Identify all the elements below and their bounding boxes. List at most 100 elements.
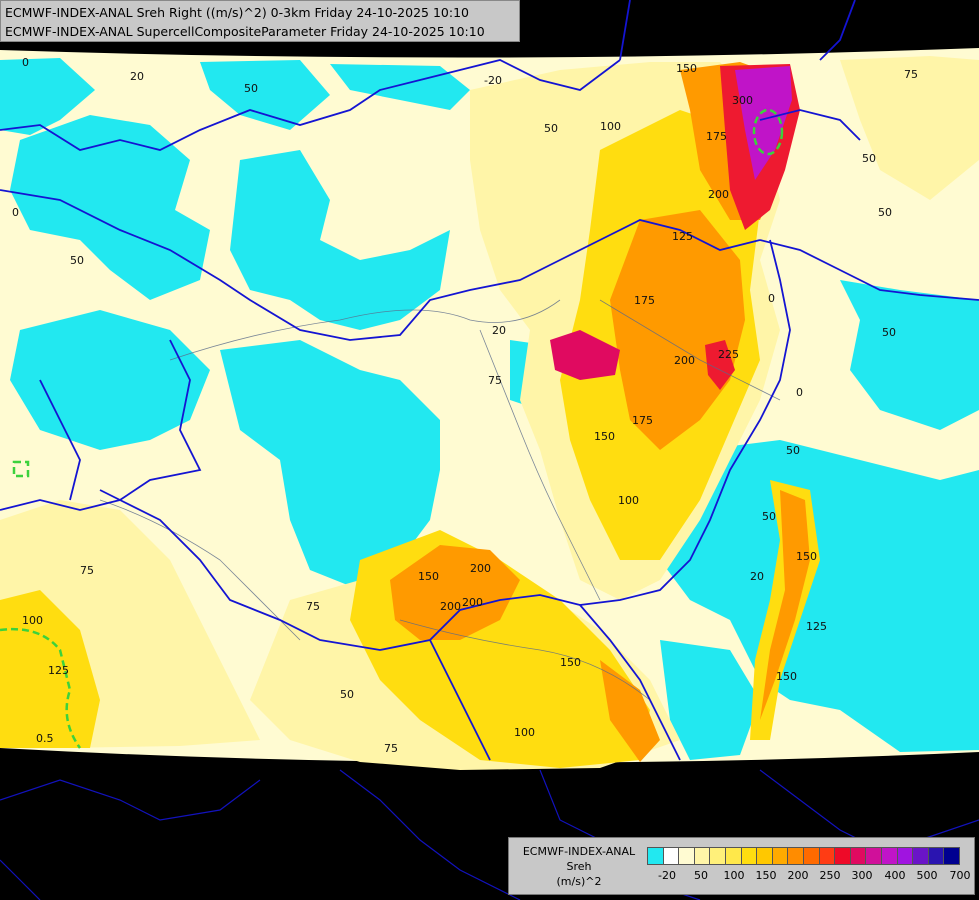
legend-ticks: -20 50 100 150 200 250 300 400 500 700 xyxy=(647,869,972,885)
cyan-region-west-mid xyxy=(10,310,210,450)
contour-label: 125 xyxy=(672,230,693,243)
legend-label: ECMWF-INDEX-ANAL Sreh (m/s)^2 xyxy=(515,844,643,889)
contour-label: 175 xyxy=(634,294,655,307)
contour-label: 300 xyxy=(732,94,753,107)
contour-labels: -20 0 0 20 20 50 50 50 50 50 50 50 75 75… xyxy=(12,56,918,755)
legend-swatch xyxy=(647,847,664,865)
contour-label: 50 xyxy=(244,82,258,95)
contour-label: 50 xyxy=(878,206,892,219)
contour-label: 50 xyxy=(340,688,354,701)
yellow-region-northeast xyxy=(840,56,979,200)
contour-label: -20 xyxy=(484,74,502,87)
cyan-region-center-south xyxy=(220,340,440,590)
legend-tick-label: -20 xyxy=(658,869,676,882)
contour-label: 150 xyxy=(418,570,439,583)
orange-region-southeast-tail xyxy=(600,660,660,762)
contour-label: 20 xyxy=(492,324,506,337)
legend-swatch xyxy=(834,847,851,865)
contour-label: 0.5 xyxy=(36,732,54,745)
legend-tick-label: 150 xyxy=(755,869,777,882)
contour-label: 200 xyxy=(470,562,491,575)
red-region-central xyxy=(550,330,620,380)
cyan-region-southeast xyxy=(660,440,979,752)
border-line xyxy=(119,499,581,651)
cyan-region-central xyxy=(230,150,450,330)
contour-label: 20 xyxy=(130,70,144,83)
border-line xyxy=(0,59,621,151)
legend-unit: (m/s)^2 xyxy=(556,875,602,888)
map-title-sreh: ECMWF-INDEX-ANAL Sreh Right ((m/s)^2) 0-… xyxy=(5,5,469,20)
legend-swatch xyxy=(818,847,836,865)
contour-label: 150 xyxy=(676,62,697,75)
contour-label: 50 xyxy=(882,326,896,339)
legend-tick-label: 400 xyxy=(884,869,906,882)
cyan-region-west xyxy=(0,58,95,135)
contour-label: 150 xyxy=(796,550,817,563)
contour-label: 75 xyxy=(80,564,94,577)
contour-label: 75 xyxy=(306,600,320,613)
legend-model: ECMWF-INDEX-ANAL xyxy=(522,845,636,858)
legend-swatch xyxy=(756,847,773,865)
contour-label: 75 xyxy=(904,68,918,81)
legend-swatch xyxy=(896,847,914,865)
legend-color-bar xyxy=(647,847,960,865)
legend-tick-label: 250 xyxy=(819,869,841,882)
contour-label: 200 xyxy=(674,354,695,367)
legend-swatch xyxy=(943,847,960,865)
contour-label: 225 xyxy=(718,348,739,361)
contour-label: 200 xyxy=(462,596,483,609)
scp-contour-west xyxy=(12,460,30,478)
legend-tick-label: 700 xyxy=(949,869,971,882)
contour-label: 150 xyxy=(560,656,581,669)
contour-label: 100 xyxy=(514,726,535,739)
orange-region-south xyxy=(390,545,520,640)
legend-swatch xyxy=(802,847,820,865)
contour-label: 125 xyxy=(48,664,69,677)
map-title-box: ECMWF-INDEX-ANAL Sreh Right ((m/s)^2) 0-… xyxy=(0,0,520,42)
contour-label: 0 xyxy=(796,386,803,399)
contour-label: 20 xyxy=(750,570,764,583)
legend-tick-label: 300 xyxy=(851,869,873,882)
legend-swatch xyxy=(771,847,789,865)
contour-label: 200 xyxy=(440,600,461,613)
contour-label: 200 xyxy=(708,188,729,201)
red-region-east xyxy=(705,340,735,390)
border-line xyxy=(619,0,631,61)
contour-label: 50 xyxy=(762,510,776,523)
contour-label: 125 xyxy=(806,620,827,633)
cyan-region-northwest xyxy=(10,115,210,300)
map-title-scp: ECMWF-INDEX-ANAL SupercellCompositeParam… xyxy=(5,24,485,39)
contour-label: 0 xyxy=(12,206,19,219)
contour-label: 175 xyxy=(632,414,653,427)
contour-label: 50 xyxy=(70,254,84,267)
contour-label: 0 xyxy=(22,56,29,69)
border-line xyxy=(429,639,491,761)
rivers xyxy=(99,299,781,701)
legend-swatch xyxy=(740,847,758,865)
scp-contour-north xyxy=(752,108,784,156)
border-line xyxy=(0,189,761,341)
legend-tick-label: 50 xyxy=(694,869,708,882)
contour-label: 50 xyxy=(862,152,876,165)
contour-label: 75 xyxy=(384,742,398,755)
legend-tick-label: 100 xyxy=(723,869,745,882)
orange-region-east-strip xyxy=(760,490,810,720)
legend-swatch xyxy=(787,847,804,865)
cyan-region-east xyxy=(840,280,979,430)
contour-label: 150 xyxy=(594,430,615,443)
contour-label: 100 xyxy=(600,120,621,133)
legend-swatch xyxy=(849,847,867,865)
border-line xyxy=(0,499,121,511)
legend-swatch xyxy=(709,847,726,865)
legend-swatch xyxy=(927,847,945,865)
contour-label: 175 xyxy=(706,130,727,143)
scp-contour-southwest xyxy=(0,628,82,749)
contour-label: 0 xyxy=(768,292,775,305)
cyan-region-south-lobe xyxy=(660,640,760,760)
scp-contours xyxy=(0,108,784,749)
contour-label: 50 xyxy=(786,444,800,457)
legend-tick-label: 500 xyxy=(916,869,938,882)
legend-swatch xyxy=(693,847,711,865)
border-line xyxy=(759,239,979,301)
border-line xyxy=(579,604,681,761)
